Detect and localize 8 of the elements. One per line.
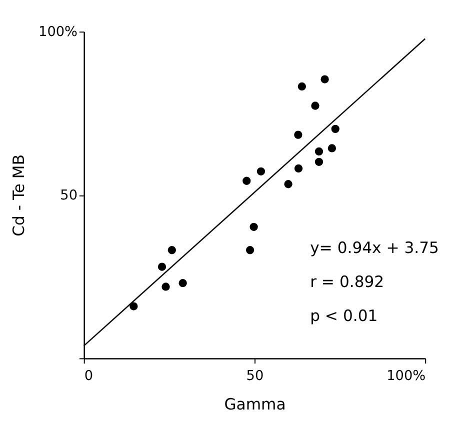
annotation: p < 0.01 xyxy=(310,307,378,326)
annotation: r = 0.892 xyxy=(310,273,384,292)
x-axis-title: Gamma xyxy=(224,395,286,414)
y-axis-title: Cd - Te MB xyxy=(10,154,28,236)
x-tick-label: 100% xyxy=(386,368,426,384)
x-tick-label: 50 xyxy=(246,368,264,384)
x-tick-label: 0 xyxy=(84,368,94,384)
annotation: y= 0.94x + 3.75 xyxy=(310,238,439,257)
